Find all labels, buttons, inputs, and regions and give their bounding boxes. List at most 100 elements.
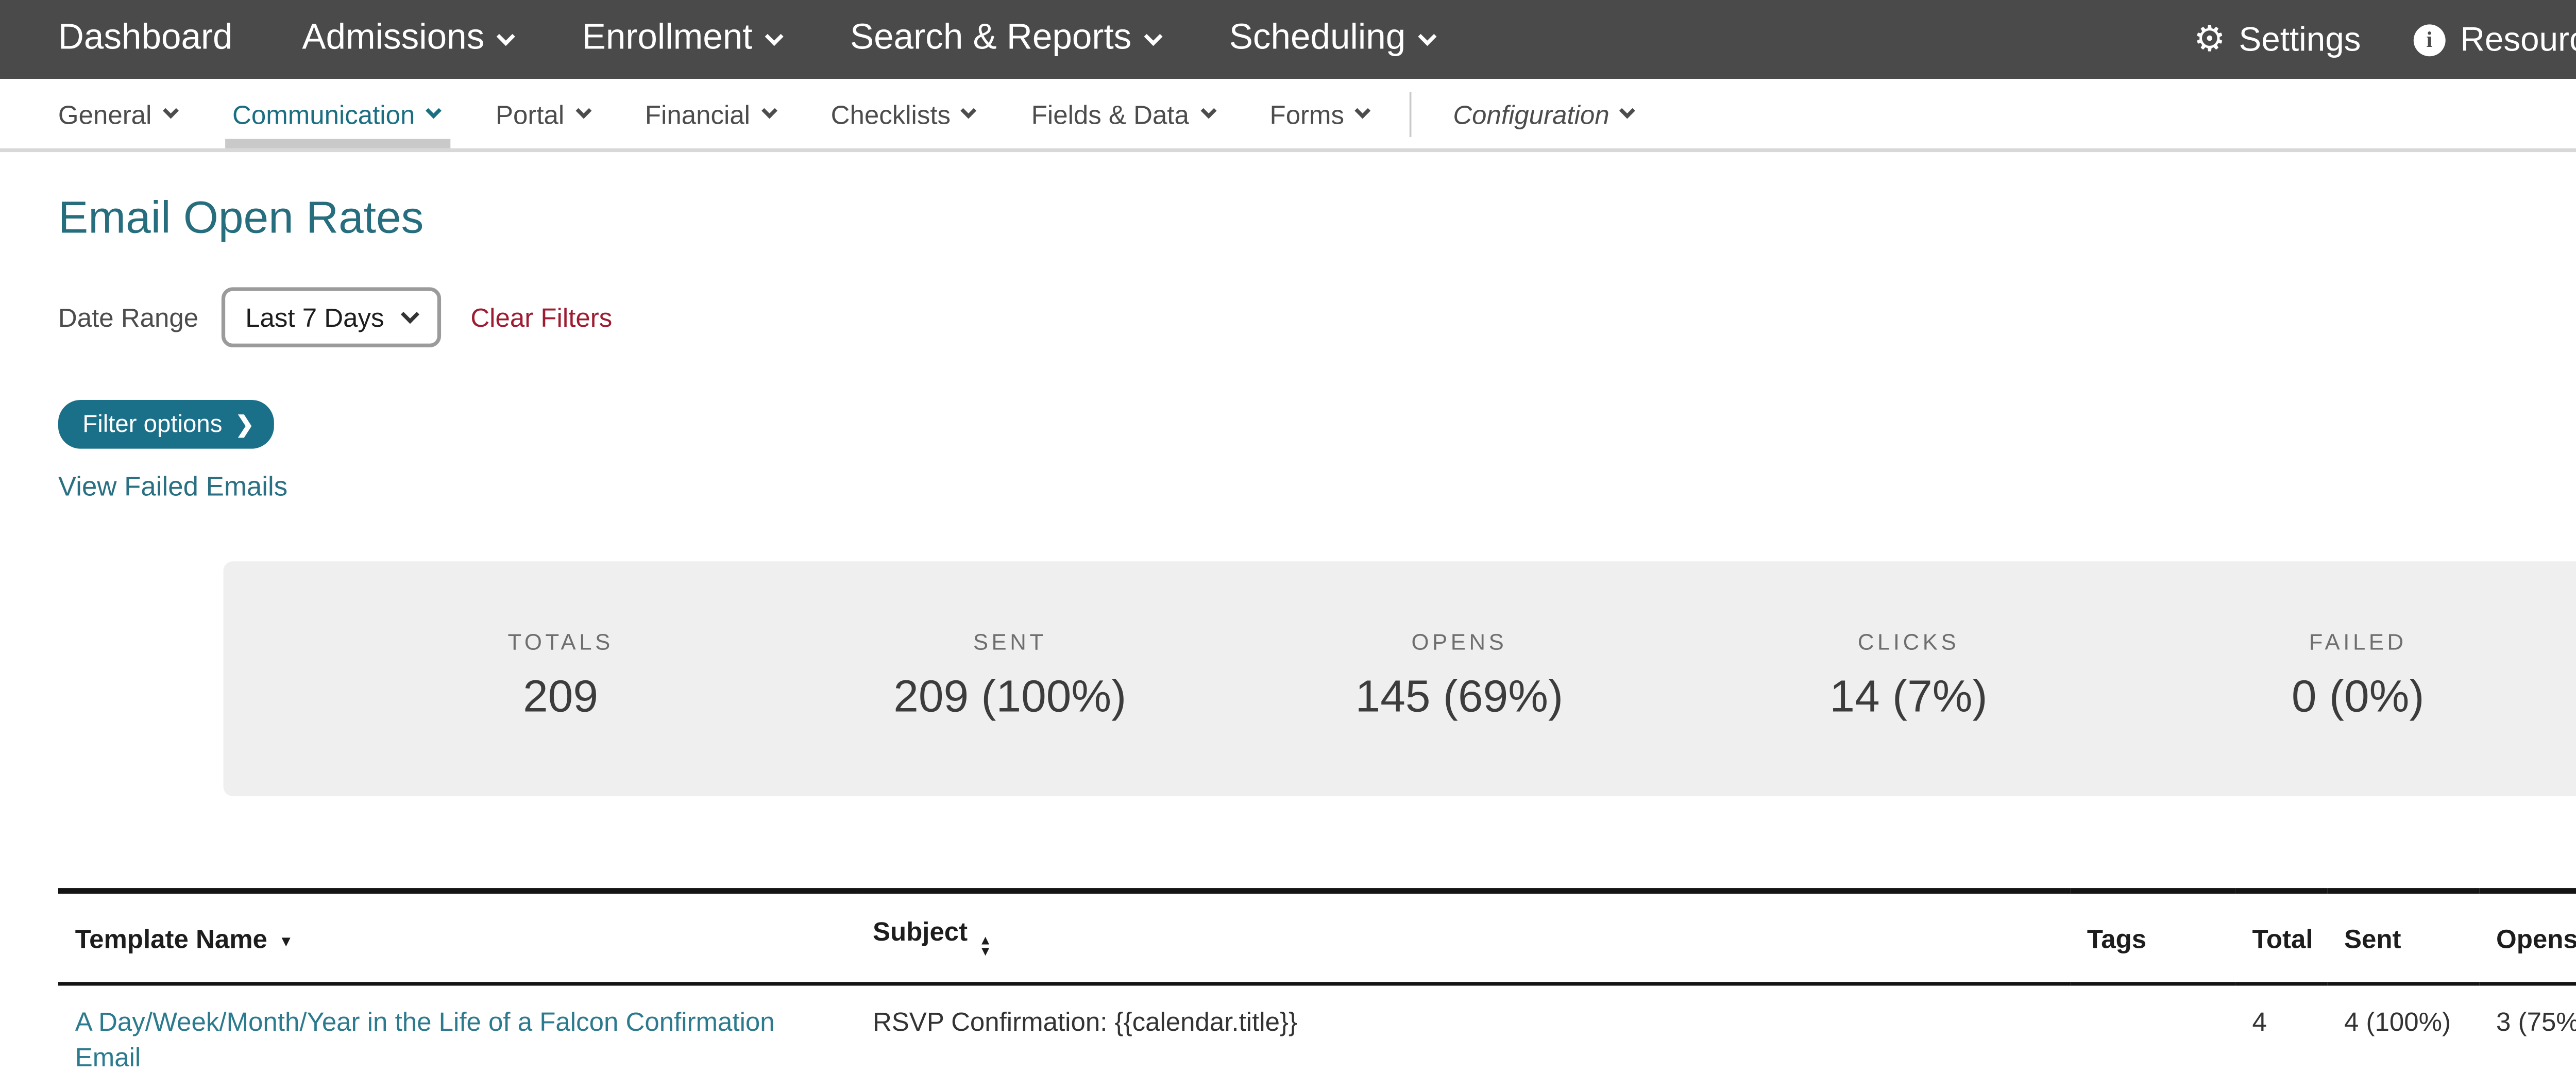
header-total[interactable]: Total: [2235, 891, 2328, 984]
stat-failed-value: 0 (0%): [2291, 672, 2425, 723]
clear-filters-link[interactable]: Clear Filters: [470, 302, 613, 332]
cell-subject: RSVP Confirmation: {{calendar.title}}: [872, 1006, 1298, 1036]
cell-template-name: A Day/Week/Month/Year in the Life of a F…: [58, 984, 856, 1072]
stat-clicks-label: CLICKS: [1857, 629, 1960, 656]
subnav-divider: [1410, 91, 1412, 137]
stat-failed-label: FAILED: [2309, 629, 2407, 656]
results-table: Template Name ▼ Subject ▲ ▼ Tags Total Sent…: [58, 888, 2576, 1072]
chevron-down-icon: [765, 26, 784, 45]
stat-totals: TOTALS 209: [336, 629, 785, 725]
filter-row: Date Range Last 7 Days Clear Filters: [58, 287, 2576, 347]
table-header-row: Template Name ▼ Subject ▲ ▼ Tags Total Sent…: [58, 891, 2576, 984]
nav-admissions-label: Admissions: [302, 19, 485, 58]
stat-sent: SENT 209 (100%): [785, 629, 1234, 725]
nav-settings[interactable]: ⚙ Settings: [2194, 20, 2361, 59]
chevron-down-icon: [760, 103, 777, 119]
subnav-checklists[interactable]: Checklists: [831, 79, 977, 148]
sort-desc-icon: ▼: [278, 932, 294, 949]
subnav-fields-data-label: Fields & Data: [1031, 98, 1189, 129]
header-sent[interactable]: Sent: [2327, 891, 2479, 984]
subnav-forms[interactable]: Forms: [1269, 79, 1371, 148]
chevron-down-icon: [1199, 103, 1216, 119]
nav-resources-label: Resources: [2460, 20, 2576, 58]
nav-resources[interactable]: i Resources: [2413, 20, 2576, 59]
chevron-down-icon: [1418, 26, 1437, 45]
stats-panel: TOTALS 209 SENT 209 (100%) OPENS 145 (69…: [223, 561, 2576, 796]
nav-scheduling-label: Scheduling: [1229, 19, 1406, 58]
subnav-checklists-label: Checklists: [831, 98, 951, 129]
cell-sent: 4 (100%): [2344, 1006, 2451, 1036]
header-subject[interactable]: Subject ▲ ▼: [856, 891, 2070, 984]
date-range-select[interactable]: Last 7 Days: [221, 287, 441, 347]
table-row: A Day/Week/Month/Year in the Life of a F…: [58, 984, 2576, 1072]
stat-clicks-value: 14 (7%): [1829, 672, 1988, 723]
chevron-down-icon: [426, 103, 442, 119]
stat-totals-value: 209: [523, 672, 599, 723]
stat-sent-label: SENT: [973, 629, 1047, 656]
sort-both-icon: ▲ ▼: [979, 935, 992, 960]
header-tags[interactable]: Tags: [2070, 891, 2235, 984]
stat-opens-value: 145 (69%): [1355, 672, 1564, 723]
stat-opens: OPENS 145 (69%): [1234, 629, 1684, 725]
nav-enrollment-label: Enrollment: [582, 19, 753, 58]
header-sent-label: Sent: [2344, 923, 2401, 953]
chevron-down-icon: [1620, 103, 1636, 119]
nav-search-reports[interactable]: Search & Reports: [850, 19, 1163, 60]
nav-scheduling[interactable]: Scheduling: [1229, 19, 1437, 60]
date-range-label: Date Range: [58, 302, 199, 332]
nav-dashboard[interactable]: Dashboard: [58, 19, 233, 60]
header-template-name-label: Template Name: [75, 923, 267, 953]
chevron-down-icon: [400, 304, 419, 323]
nav-settings-label: Settings: [2239, 20, 2361, 58]
nav-search-reports-label: Search & Reports: [850, 19, 1132, 58]
date-range-value: Last 7 Days: [245, 302, 384, 332]
chevron-down-icon: [1355, 103, 1371, 119]
main-content: Email Open Rates Export Date Range Last …: [0, 193, 2576, 1072]
stat-sent-value: 209 (100%): [893, 672, 1127, 723]
subnav-communication-label: Communication: [232, 98, 415, 129]
chevron-right-icon: ❯: [235, 410, 255, 437]
chevron-down-icon: [1144, 26, 1163, 45]
filter-options-label: Filter options: [82, 409, 223, 438]
header-template-name[interactable]: Template Name ▼: [58, 891, 856, 984]
stat-opens-label: OPENS: [1411, 629, 1507, 656]
subnav-portal[interactable]: Portal: [496, 79, 591, 148]
subnav-general-label: General: [58, 98, 152, 129]
top-nav-right: ⚙ Settings i Resources ? Help: [2141, 20, 2576, 59]
top-nav: Dashboard Admissions Enrollment Search &…: [0, 0, 2576, 79]
subnav-portal-label: Portal: [496, 98, 565, 129]
header-total-label: Total: [2252, 923, 2313, 953]
header-opens-label: Opens: [2496, 923, 2576, 953]
nav-enrollment[interactable]: Enrollment: [582, 19, 784, 60]
stat-failed: FAILED 0 (0%): [2133, 629, 2576, 725]
header-tags-label: Tags: [2087, 923, 2147, 953]
nav-dashboard-label: Dashboard: [58, 19, 233, 58]
chevron-down-icon: [961, 103, 977, 119]
template-name-link[interactable]: A Day/Week/Month/Year in the Life of a F…: [75, 1006, 775, 1072]
subnav-configuration[interactable]: Configuration: [1453, 79, 1636, 148]
subnav-communication[interactable]: Communication: [225, 79, 451, 148]
subnav-financial-label: Financial: [645, 98, 751, 129]
cell-tags: [2070, 984, 2235, 1072]
cell-total: 4: [2252, 1006, 2267, 1036]
subnav-general[interactable]: General: [58, 79, 179, 148]
subnav-fields-data[interactable]: Fields & Data: [1031, 79, 1216, 148]
subnav-financial[interactable]: Financial: [645, 79, 777, 148]
page-title: Email Open Rates: [58, 193, 424, 244]
chevron-down-icon: [497, 26, 516, 45]
gear-icon: ⚙: [2193, 20, 2226, 59]
header-subject-label: Subject: [872, 916, 968, 947]
stat-totals-label: TOTALS: [507, 629, 614, 656]
chevron-down-icon: [162, 103, 179, 119]
subnav-forms-label: Forms: [1269, 98, 1345, 129]
nav-admissions[interactable]: Admissions: [302, 19, 516, 60]
results-table-wrap: Template Name ▼ Subject ▲ ▼ Tags Total Sent…: [58, 888, 2576, 1072]
subnav-configuration-label: Configuration: [1453, 98, 1609, 129]
info-circle-icon: i: [2413, 23, 2446, 56]
header-opens[interactable]: Opens: [2479, 891, 2576, 984]
view-failed-emails-link[interactable]: View Failed Emails: [58, 473, 288, 504]
sub-nav: General Communication Portal Financial C…: [0, 79, 2576, 153]
filter-options-button[interactable]: Filter options ❯: [58, 399, 275, 449]
